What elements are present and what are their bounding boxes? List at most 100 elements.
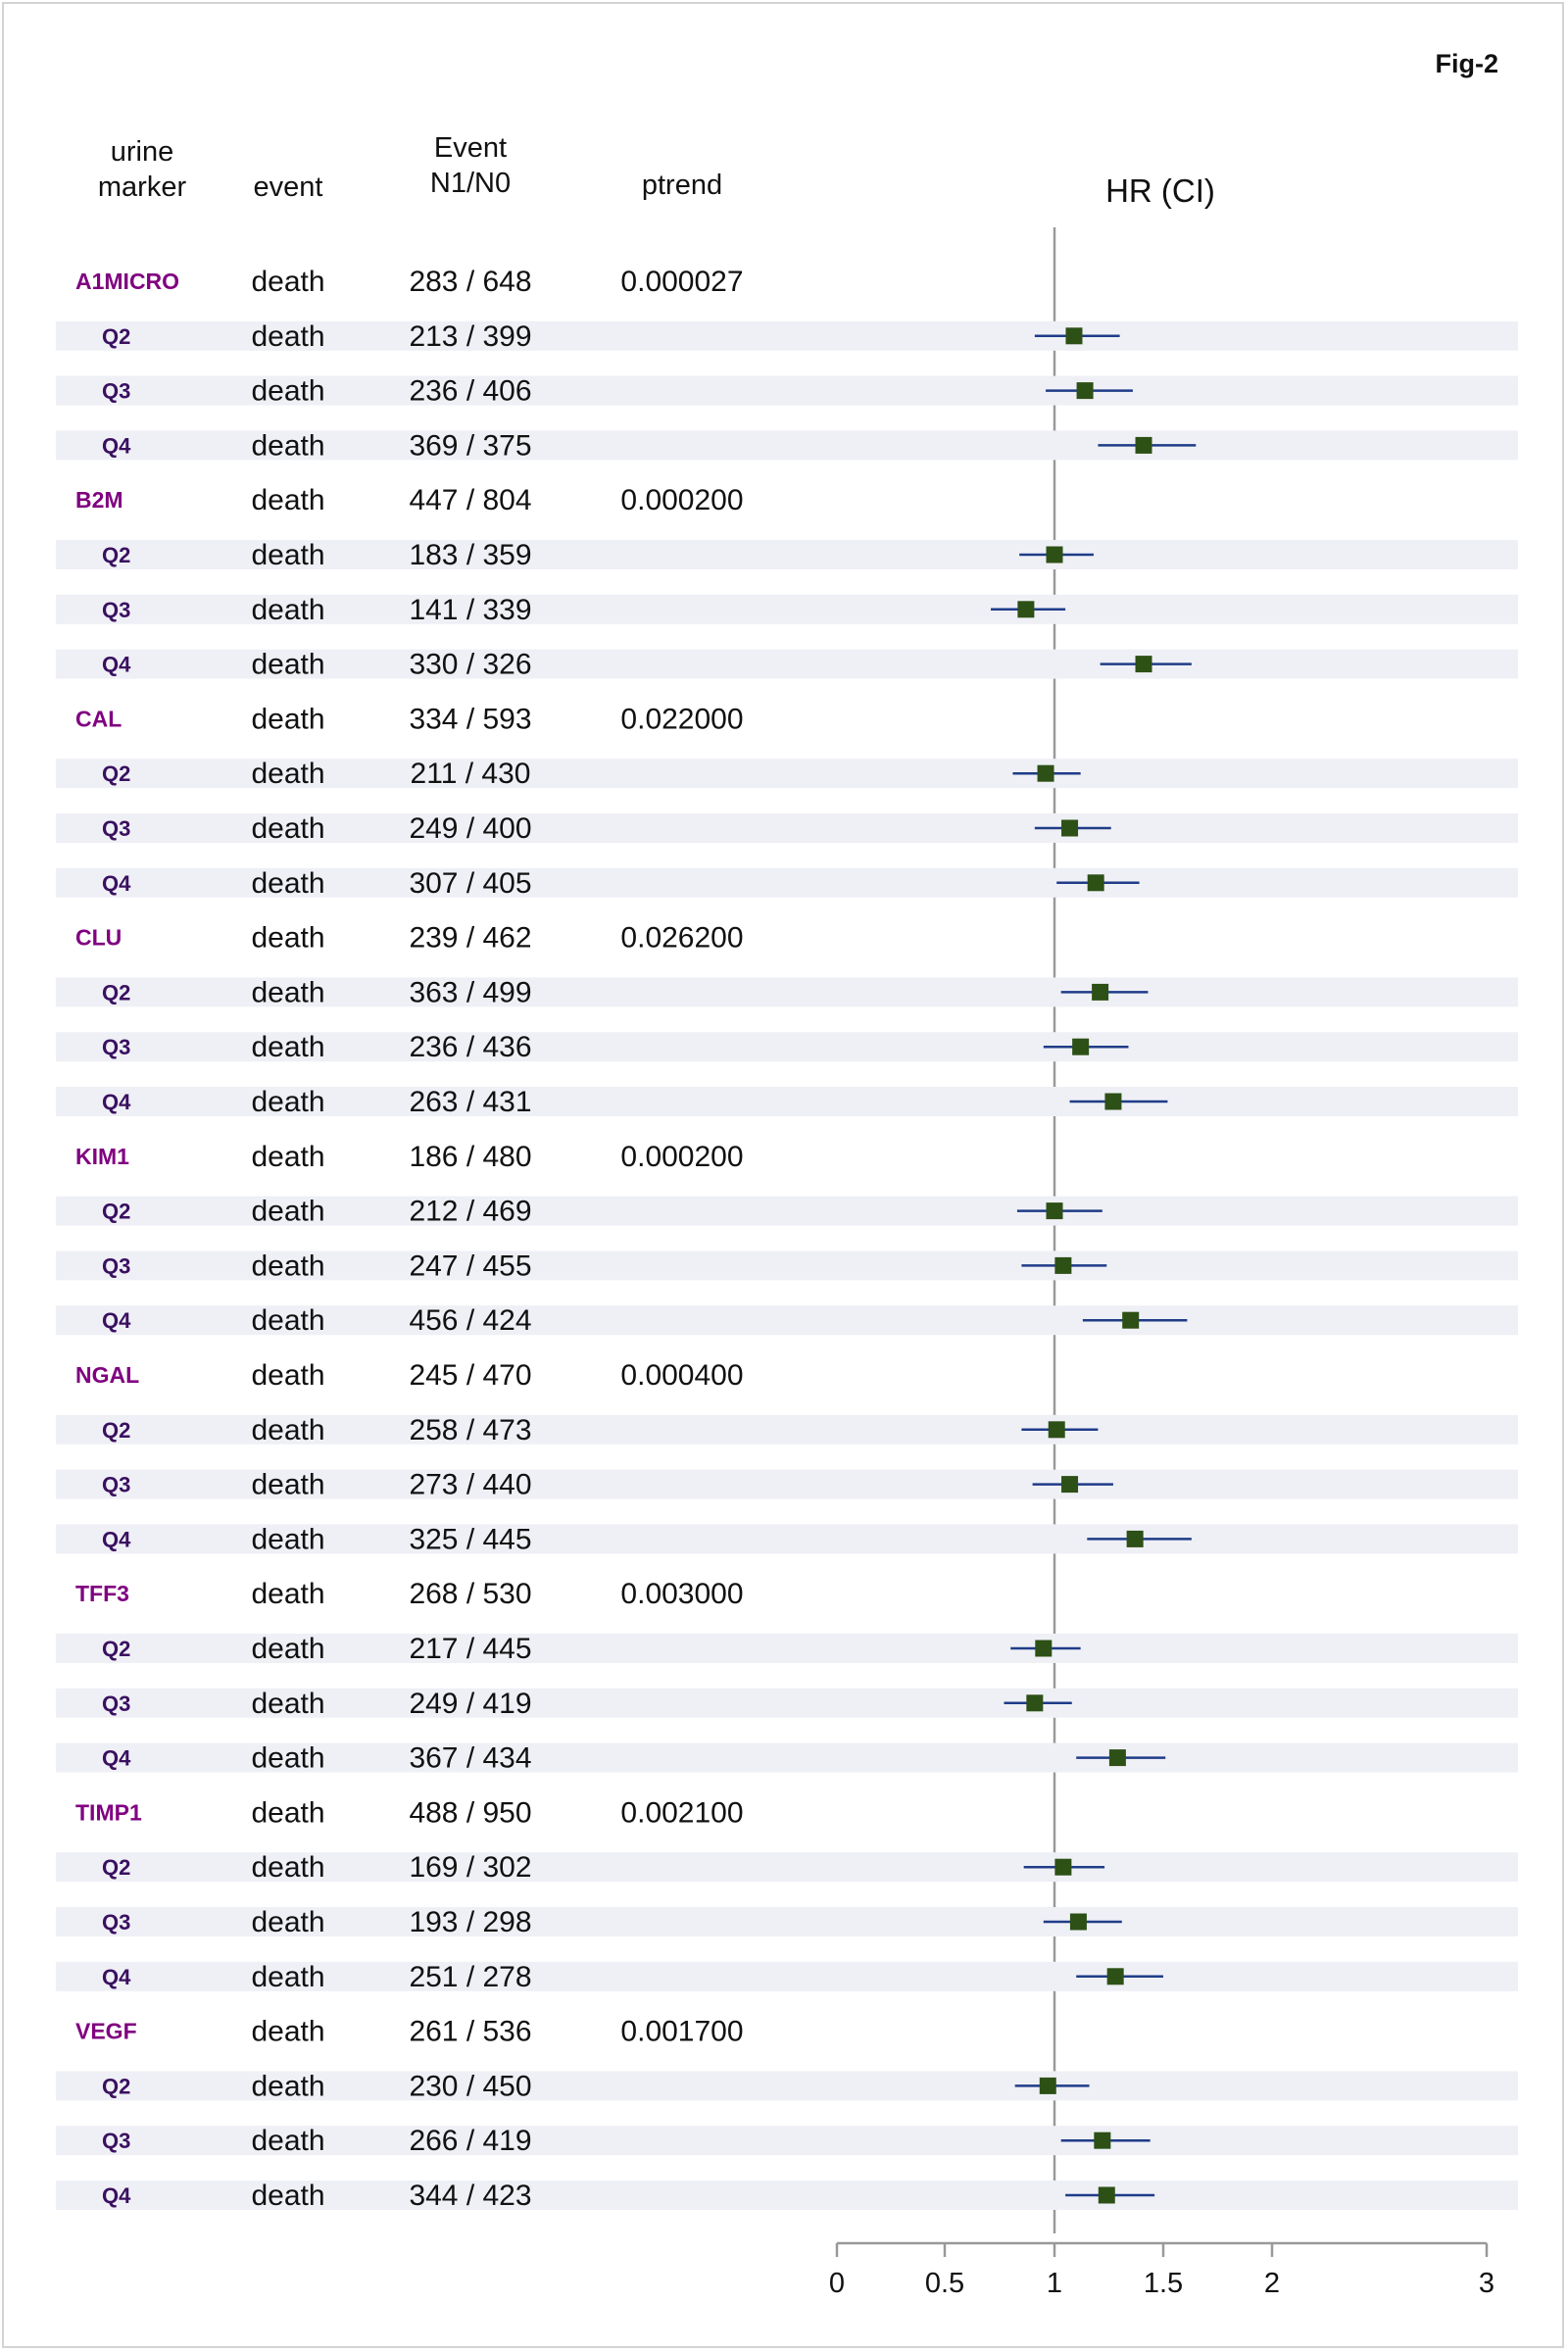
ptrend-cell: 0.003000 [620,1578,743,1610]
event-cell: death [251,976,324,1008]
hr-point [1092,983,1109,1001]
quartile-row: Q4 death 325 / 445 [102,1523,532,1555]
marker-row: NGAL death 245 / 470 0.000400 [75,1359,744,1392]
events-count-cell: 325 / 445 [409,1523,531,1555]
x-tick-label: 0 [829,2268,845,2299]
marker-label: CLU [75,925,122,951]
row-band [56,2071,1518,2101]
quartile-row: Q4 death 263 / 431 [102,1086,532,1118]
row-band [56,649,1518,679]
forest-plot: Fig-2 urine marker event Event N1/N0 ptr… [56,49,1518,2299]
row-band [56,1032,1518,1062]
events-count-cell: 273 / 440 [409,1469,531,1501]
events-count-cell: 211 / 430 [411,758,531,790]
events-count-cell: 186 / 480 [409,1141,531,1173]
quartile-label: Q2 [102,1637,130,1661]
hr-point [1061,1476,1079,1494]
events-count-cell: 249 / 400 [409,812,531,845]
row-band [56,2126,1518,2156]
row-band [56,430,1518,461]
marker-label: CAL [75,706,122,731]
event-cell: death [251,594,324,626]
row-band [56,375,1518,406]
events-count-cell: 141 / 339 [409,594,531,626]
events-count-cell: 193 / 298 [409,1906,531,1938]
quartile-row: Q3 death 249 / 419 [102,1688,532,1720]
ptrend-cell: 0.000200 [620,484,743,516]
events-count-cell: 344 / 423 [409,2180,531,2212]
events-count-cell: 230 / 450 [409,2070,531,2102]
quartile-row: Q4 death 330 / 326 [102,649,532,681]
ptrend-cell: 0.002100 [620,1796,743,1829]
events-count-cell: 239 / 462 [409,922,531,955]
events-count-cell: 213 / 399 [409,320,531,353]
quartile-row: Q4 death 369 / 375 [102,429,532,462]
event-cell: death [251,2125,324,2157]
marker-label: B2M [75,487,123,513]
row-band [56,1688,1518,1718]
hr-point [1039,2077,1056,2094]
row-band [56,594,1518,624]
events-count-cell: 369 / 375 [409,429,531,462]
event-cell: death [251,2070,324,2102]
figure-label: Fig-2 [1436,49,1499,78]
row-band [56,2180,1518,2210]
x-tick-label: 2 [1264,2268,1280,2299]
ptrend-cell: 0.022000 [620,703,743,735]
ptrend-cell: 0.000400 [620,1359,743,1392]
ptrend-cell: 0.026200 [620,922,743,955]
quartile-label: Q2 [102,761,130,786]
events-count-cell: 249 / 419 [409,1688,531,1720]
quartile-label: Q3 [102,1473,130,1497]
quartile-row: Q3 death 236 / 406 [102,375,532,408]
event-cell: death [251,1196,324,1228]
events-count-cell: 217 / 445 [409,1633,531,1665]
quartile-label: Q2 [102,1200,130,1224]
event-cell: death [251,1633,324,1665]
events-count-cell: 307 / 405 [409,867,531,900]
hr-point [1035,1640,1053,1657]
hr-point [1108,1749,1126,1767]
event-cell: death [251,1141,324,1173]
quartile-label: Q3 [102,1253,130,1278]
quartile-row: Q4 death 251 / 278 [102,1961,532,1993]
row-band [56,1742,1518,1773]
row-band [56,1852,1518,1883]
quartile-row: Q2 death 183 / 359 [102,539,532,571]
ptrend-cell: 0.000200 [620,1141,743,1173]
event-cell: death [251,1414,324,1446]
event-cell: death [251,1523,324,1555]
hr-point [1065,327,1083,345]
quartile-row: Q3 death 249 / 400 [102,812,532,845]
row-band [56,1250,1518,1281]
header-marker-line1: urine [111,136,174,168]
marker-label: A1MICRO [75,269,179,294]
row-bands [56,227,1518,2233]
row-band [56,1524,1518,1554]
row-band [56,759,1518,789]
quartile-label: Q3 [102,1035,130,1059]
quartile-label: Q4 [102,653,131,677]
table-rows: A1MICRO death 283 / 648 0.000027 Q2 death 213 … [75,266,744,2212]
events-count-cell: 169 / 302 [409,1851,531,1884]
quartile-row: Q2 death 213 / 399 [102,320,532,353]
quartile-label: Q2 [102,324,130,349]
quartile-row: Q2 death 230 / 450 [102,2070,532,2102]
events-count-cell: 236 / 436 [409,1031,531,1063]
ptrend-cell: 0.001700 [620,2016,743,2048]
hr-point [1076,382,1094,400]
quartile-row: Q4 death 367 / 434 [102,1742,532,1775]
events-count-cell: 258 / 473 [409,1414,531,1446]
row-band [56,540,1518,569]
marker-row: A1MICRO death 283 / 648 0.000027 [75,266,744,298]
quartile-row: Q2 death 217 / 445 [102,1633,532,1665]
hr-point [1017,601,1035,618]
marker-row: VEGF death 261 / 536 0.001700 [75,2016,744,2048]
hr-point [1106,1968,1124,1985]
marker-label: KIM1 [75,1144,129,1169]
marker-label: TFF3 [75,1581,129,1606]
quartile-label: Q3 [102,598,130,622]
event-cell: death [251,1086,324,1118]
events-count-cell: 261 / 536 [409,2016,531,2048]
